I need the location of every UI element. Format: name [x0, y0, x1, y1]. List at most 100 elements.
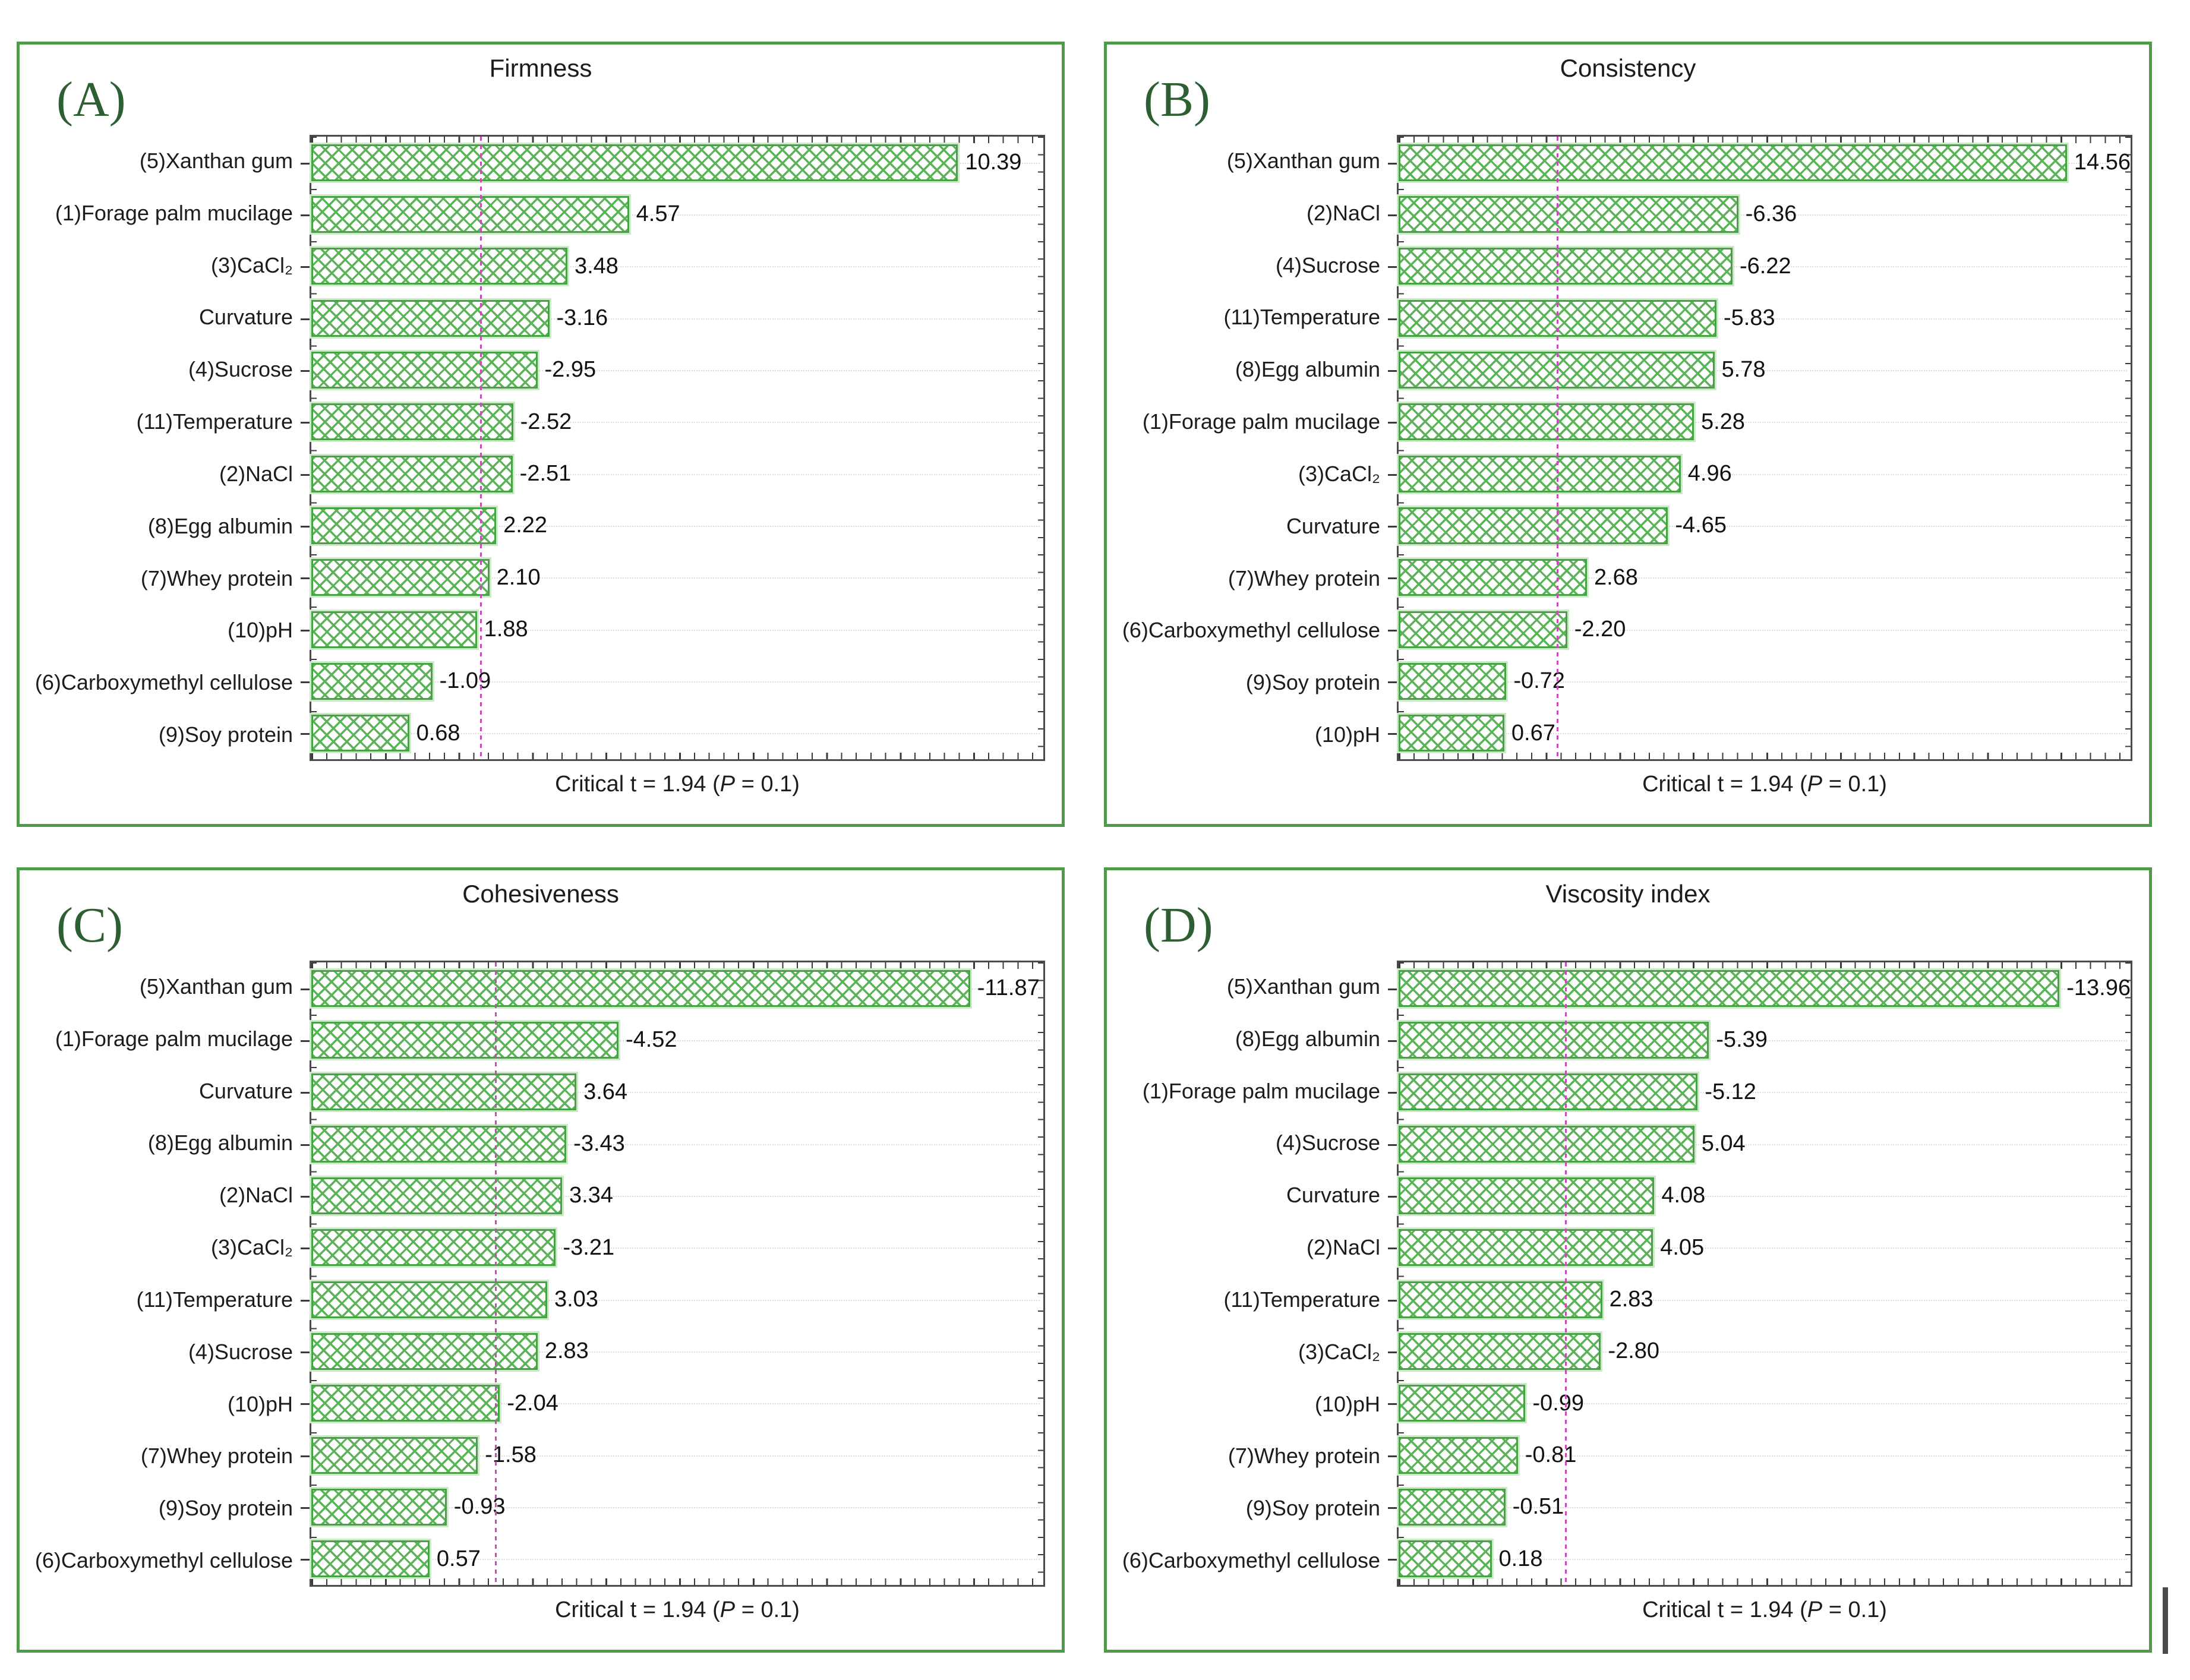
- gridline: [311, 733, 1040, 735]
- pareto-panel: Cohesiveness (C) (5)Xanthan gum (1)Forage…: [17, 867, 1065, 1653]
- effect-bar: [1399, 715, 1504, 752]
- bar-row: -2.80: [1388, 1325, 2131, 1377]
- category-label: (11)Temperature: [1223, 305, 1380, 330]
- gridline: [311, 1299, 1040, 1301]
- gridline: [311, 1507, 1040, 1508]
- critical-t-caption: Critical t = 1.94 (P = 0.1): [310, 1597, 1045, 1623]
- bar-value-label: 3.03: [554, 1287, 598, 1312]
- pareto-panel: Firmness (A) (5)Xanthan gum (1)Forage pal…: [17, 42, 1065, 827]
- effect-bar: [311, 1177, 562, 1214]
- effect-bar: [311, 507, 497, 544]
- category-label: (4)Sucrose: [188, 1339, 293, 1364]
- category-tick: [301, 473, 310, 476]
- caption-text: = 0.1): [1822, 1597, 1887, 1622]
- category-tick: [301, 162, 310, 165]
- gridline: [1399, 629, 2127, 631]
- bar-row: -13.96: [1388, 962, 2131, 1014]
- bar-row: 10.39: [301, 137, 1043, 188]
- category-label: (5)Xanthan gum: [139, 974, 293, 999]
- bar-value-label: -5.12: [1705, 1079, 1756, 1104]
- effect-bar: [1399, 611, 1567, 648]
- bar-row: -5.83: [1388, 292, 2131, 344]
- gridline: [1399, 733, 2127, 735]
- category-tick: [1388, 1092, 1397, 1094]
- bar-row: 5.78: [1388, 344, 2131, 396]
- bar-row: -3.21: [301, 1222, 1043, 1274]
- gridline: [311, 1092, 1040, 1094]
- effect-bar: [311, 1540, 430, 1578]
- category-tick: [301, 733, 310, 735]
- category-label: (3)CaCl₂: [211, 1235, 293, 1260]
- caption-text: Critical t = 1.94 (: [1642, 772, 1807, 797]
- effect-bar: [1399, 1332, 1601, 1370]
- bar-value-label: 3.48: [574, 253, 618, 279]
- gridline: [1399, 266, 2127, 268]
- bar-value-label: -13.96: [2066, 975, 2131, 1001]
- caption-p-symbol: P: [1807, 1597, 1823, 1622]
- effect-bar: [1399, 1177, 1655, 1214]
- bar-value-label: 5.04: [1701, 1131, 1746, 1157]
- effect-bar: [1399, 1436, 1518, 1474]
- category-tick: [1388, 214, 1397, 216]
- gridline: [1399, 1092, 2127, 1094]
- panel-letter: (B): [1144, 72, 1210, 127]
- bar-value-label: 0.18: [1498, 1546, 1543, 1571]
- effect-bar: [1399, 195, 1738, 233]
- bar-rows: -11.87 -4.52 3.64 -3.43 3.34 -3.21 3.03 2.83 -2.…: [301, 962, 1043, 1585]
- category-tick: [301, 577, 310, 580]
- bar-value-label: -2.52: [520, 409, 572, 434]
- bar-value-label: -6.36: [1745, 201, 1797, 227]
- bar-value-label: 4.57: [636, 201, 680, 227]
- chart-title: Consistency: [1560, 54, 1696, 82]
- category-label: (5)Xanthan gum: [1226, 974, 1380, 999]
- effect-bar: [311, 715, 409, 752]
- bar-value-label: -2.20: [1574, 617, 1626, 642]
- bar-row: -4.65: [1388, 500, 2131, 551]
- bar-row: -0.51: [1388, 1481, 2131, 1533]
- category-label: (3)CaCl₂: [1298, 461, 1380, 486]
- effect-bar: [1399, 1281, 1602, 1318]
- caption-p-symbol: P: [1807, 772, 1823, 797]
- caption-text: = 0.1): [735, 772, 800, 797]
- category-label: (1)Forage palm mucilage: [1142, 409, 1380, 434]
- category-label: (9)Soy protein: [1245, 670, 1380, 695]
- gridline: [311, 1195, 1040, 1197]
- category-tick: [301, 1403, 310, 1406]
- bar-value-label: -0.93: [453, 1494, 506, 1520]
- bar-value-label: -3.16: [556, 305, 608, 331]
- category-label: (7)Whey protein: [1227, 566, 1380, 590]
- gridline: [311, 1040, 1040, 1041]
- bar-value-label: 2.68: [1593, 564, 1638, 590]
- bar-row: -1.58: [301, 1429, 1043, 1481]
- category-label: (6)Carboxymethyl cellulose: [1122, 1548, 1380, 1573]
- category-label: Curvature: [198, 305, 293, 330]
- plot-area: 14.56 -6.36 -6.22 -5.83 5.78 5.28 4.96 -4.65 2.6…: [1388, 135, 2132, 761]
- bar-row: -5.12: [1388, 1066, 2131, 1118]
- gridline: [1399, 1144, 2127, 1145]
- effect-bar: [311, 144, 958, 181]
- effect-bar: [1399, 1073, 1698, 1111]
- bar-value-label: -4.52: [625, 1027, 677, 1053]
- category-tick: [1388, 318, 1397, 320]
- category-label: (6)Carboxymethyl cellulose: [34, 1548, 293, 1573]
- bar-row: -4.52: [301, 1014, 1043, 1066]
- bar-row: -0.99: [1388, 1378, 2131, 1429]
- x-axis-ticks-top: [1399, 962, 2131, 969]
- gridline: [311, 1351, 1040, 1353]
- category-label: (9)Soy protein: [158, 722, 293, 747]
- effect-bar: [1399, 248, 1733, 285]
- effect-bar: [311, 1332, 538, 1370]
- category-label: (8)Egg albumin: [147, 1130, 293, 1155]
- category-label: (2)NaCl: [1306, 200, 1380, 225]
- bar-value-label: 2.83: [544, 1338, 589, 1364]
- axis-ticks-left: [1399, 137, 1404, 759]
- category-label: (9)Soy protein: [1245, 1496, 1380, 1521]
- effect-bar: [311, 351, 538, 389]
- gridline: [1399, 1559, 2127, 1561]
- gridline: [311, 629, 1040, 631]
- category-tick: [301, 266, 310, 269]
- category-tick: [301, 1092, 310, 1094]
- gridline: [1399, 681, 2127, 683]
- category-tick: [1388, 577, 1397, 580]
